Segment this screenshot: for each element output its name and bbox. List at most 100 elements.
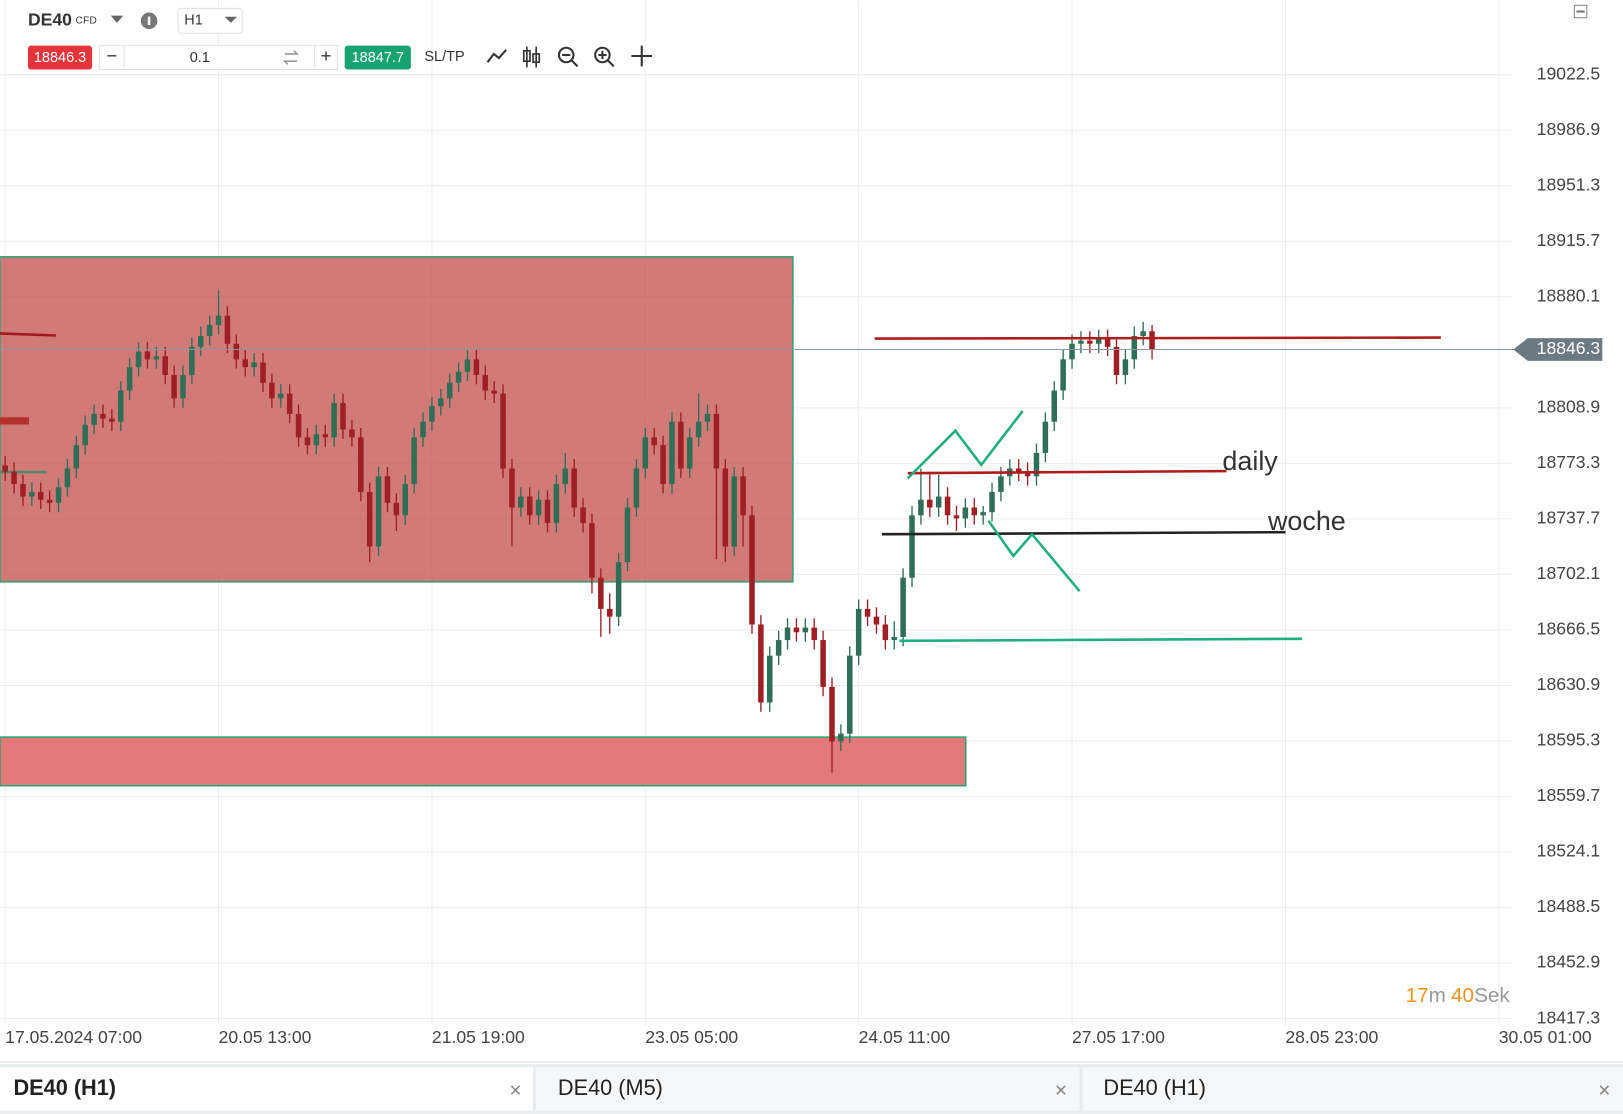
candle-body	[11, 471, 17, 485]
y-tick-label: 18417.3	[1537, 1007, 1601, 1027]
candle-body	[678, 421, 684, 469]
resistance-line[interactable]	[874, 336, 1441, 340]
symbol-dropdown[interactable]	[110, 15, 124, 23]
timer-min-unit: m	[1429, 984, 1446, 1007]
candle-body	[722, 468, 729, 547]
y-tick-label: 18986.9	[1537, 119, 1601, 139]
candle-body	[278, 393, 284, 399]
annotation: daily	[1222, 446, 1278, 476]
candle-body	[446, 382, 453, 399]
candle-body	[438, 398, 444, 407]
support-line[interactable]	[899, 637, 1303, 643]
candle-body	[313, 434, 320, 446]
candle-body	[82, 424, 88, 446]
candle-body	[1140, 331, 1146, 336]
candle-body	[91, 413, 97, 425]
sltp-button[interactable]: SL/TP	[424, 49, 464, 65]
current-price-tag	[1513, 338, 1603, 361]
candle-body	[944, 496, 951, 516]
x-tick-label: 20.05 13:00	[219, 1027, 312, 1047]
candle-body	[411, 437, 417, 485]
candle-body	[473, 359, 480, 375]
zigzag-down[interactable]	[987, 520, 1081, 592]
candle-body	[713, 413, 720, 469]
tab-close-icons[interactable]	[510, 1085, 1610, 1095]
candle-body	[37, 491, 44, 500]
candle-body	[144, 351, 151, 360]
candle-body	[215, 315, 222, 326]
zoom-in-icon[interactable]	[594, 46, 615, 68]
volume-input[interactable]: 0.1	[190, 50, 210, 66]
instrument-type: CFD	[76, 16, 97, 27]
candle-body	[793, 627, 800, 633]
candle-body	[393, 502, 400, 516]
zone-marker	[0, 417, 29, 425]
tab[interactable]	[536, 1067, 1080, 1111]
daily-line[interactable]	[907, 469, 1227, 475]
candle-body	[1042, 421, 1049, 453]
candle-body	[1122, 359, 1129, 375]
zoom-out-icon[interactable]	[557, 46, 579, 68]
candle-body	[526, 496, 533, 516]
candles	[2, 290, 1155, 773]
candle-body	[224, 315, 231, 344]
candle-body	[873, 616, 880, 625]
swap-icon[interactable]	[282, 50, 299, 65]
candle-body	[971, 507, 978, 516]
candle-body	[1087, 340, 1093, 344]
tab[interactable]	[1082, 1067, 1623, 1111]
candle-body	[518, 496, 524, 508]
candle-body	[251, 362, 257, 368]
line-chart-icon[interactable]	[486, 49, 507, 63]
candle-body	[322, 434, 328, 438]
candle-body	[740, 476, 746, 516]
y-tick-label: 18452.9	[1537, 952, 1601, 972]
candle-body	[455, 371, 462, 383]
y-tick-label: 18880.1	[1537, 285, 1601, 305]
candle-body	[927, 499, 933, 508]
axes: 19022.5 18986.9 18951.3 18915.7 18880.1 18808…	[0, 63, 1623, 1063]
timeframe-arrow	[224, 16, 238, 23]
candle-body	[73, 445, 80, 469]
candle-body	[704, 413, 711, 422]
candle-body	[882, 624, 889, 641]
plus-button[interactable]: +	[321, 45, 332, 66]
candle-body	[847, 655, 853, 734]
zigzag-up[interactable]	[906, 410, 1024, 480]
tab-active[interactable]	[0, 1067, 534, 1111]
candle-body	[980, 512, 986, 516]
candle-body	[1060, 359, 1066, 391]
candle-body	[429, 406, 435, 422]
candle-body	[260, 362, 266, 383]
candle-body	[366, 491, 373, 547]
symbol[interactable]: DE40	[28, 9, 72, 29]
candle-body	[384, 476, 391, 503]
minimize-icon[interactable]	[1573, 4, 1588, 19]
candle-body	[117, 390, 124, 422]
pan-icon[interactable]	[631, 45, 653, 67]
y-tick-label: 18524.1	[1537, 841, 1601, 861]
candle-body	[109, 418, 115, 422]
weekly-line[interactable]	[881, 530, 1286, 536]
candle-icon[interactable]	[522, 46, 541, 68]
sell-price: 18846.3	[34, 50, 86, 66]
y-tick-label: 18595.3	[1537, 730, 1601, 750]
level-line	[0, 332, 56, 337]
candle-body	[1024, 471, 1031, 477]
buy-button[interactable]	[344, 45, 411, 70]
candle-body	[375, 476, 382, 547]
candle-body	[55, 487, 62, 503]
sell-button[interactable]	[27, 45, 93, 70]
candle-body	[553, 484, 560, 524]
timeframe-select[interactable]	[177, 7, 243, 34]
candle-body	[420, 421, 426, 438]
candle-body	[953, 515, 960, 519]
timeframe: H1	[184, 13, 203, 29]
minus-button[interactable]: −	[106, 45, 117, 66]
annotation: woche	[1267, 506, 1346, 536]
candle-body	[500, 393, 506, 469]
candle-body	[998, 476, 1004, 492]
candle-body	[242, 359, 248, 368]
candle-body	[20, 484, 26, 497]
